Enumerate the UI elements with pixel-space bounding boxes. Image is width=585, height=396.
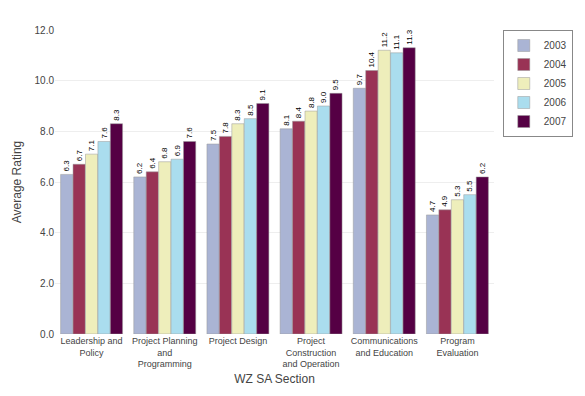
svg-text:WZ SA Section: WZ SA Section [234,372,315,386]
svg-text:Project PlanningandProgramming: Project PlanningandProgramming [132,336,198,369]
svg-text:8.3: 8.3 [112,109,121,121]
svg-text:8.4: 8.4 [294,107,303,119]
svg-text:4.0: 4.0 [40,227,54,238]
svg-text:8.3: 8.3 [233,109,242,121]
svg-text:5.5: 5.5 [465,180,474,192]
svg-text:5.3: 5.3 [453,185,462,197]
svg-text:6.0: 6.0 [40,177,54,188]
svg-text:8.5: 8.5 [246,104,255,116]
svg-text:12.0: 12.0 [35,25,55,36]
svg-text:Average Rating: Average Rating [10,141,24,224]
svg-text:11.2: 11.2 [380,32,389,48]
svg-text:9.7: 9.7 [355,74,364,86]
svg-text:7.6: 7.6 [100,127,109,139]
svg-text:7.5: 7.5 [209,129,218,141]
svg-text:Leadership andPolicy: Leadership andPolicy [61,336,123,358]
svg-text:9.0: 9.0 [319,91,328,103]
svg-text:Communicationsand Education: Communicationsand Education [351,336,419,358]
svg-text:ProjectConstructionand Operati: ProjectConstructionand Operation [283,336,340,369]
svg-text:10.4: 10.4 [367,51,376,67]
svg-text:4.9: 4.9 [440,195,449,207]
svg-text:2005: 2005 [544,78,567,89]
svg-text:8.8: 8.8 [307,96,316,108]
svg-text:7.1: 7.1 [87,139,96,151]
svg-text:8.1: 8.1 [282,114,291,126]
svg-text:2.0: 2.0 [40,278,54,289]
svg-text:2003: 2003 [544,40,567,51]
svg-text:Project Design: Project Design [209,336,268,346]
svg-text:2004: 2004 [544,59,567,70]
svg-text:4.7: 4.7 [428,200,437,212]
svg-text:6.7: 6.7 [75,150,84,162]
svg-text:6.3: 6.3 [62,160,71,172]
svg-text:6.8: 6.8 [160,147,169,159]
svg-text:6.4: 6.4 [148,157,157,169]
svg-text:8.0: 8.0 [40,126,54,137]
svg-text:7.6: 7.6 [185,127,194,139]
svg-text:2006: 2006 [544,97,567,108]
svg-text:11.3: 11.3 [405,29,414,45]
svg-text:2007: 2007 [544,116,567,127]
svg-text:6.2: 6.2 [135,162,144,174]
svg-text:9.1: 9.1 [258,89,267,101]
svg-text:7.8: 7.8 [221,122,230,134]
svg-text:9.5: 9.5 [331,79,340,91]
svg-text:6.9: 6.9 [173,145,182,157]
svg-text:0.0: 0.0 [40,329,54,340]
svg-text:6.2: 6.2 [478,162,487,174]
svg-text:11.1: 11.1 [392,34,401,50]
svg-text:10.0: 10.0 [35,75,55,86]
svg-text:ProgramEvaluation: ProgramEvaluation [436,336,478,358]
